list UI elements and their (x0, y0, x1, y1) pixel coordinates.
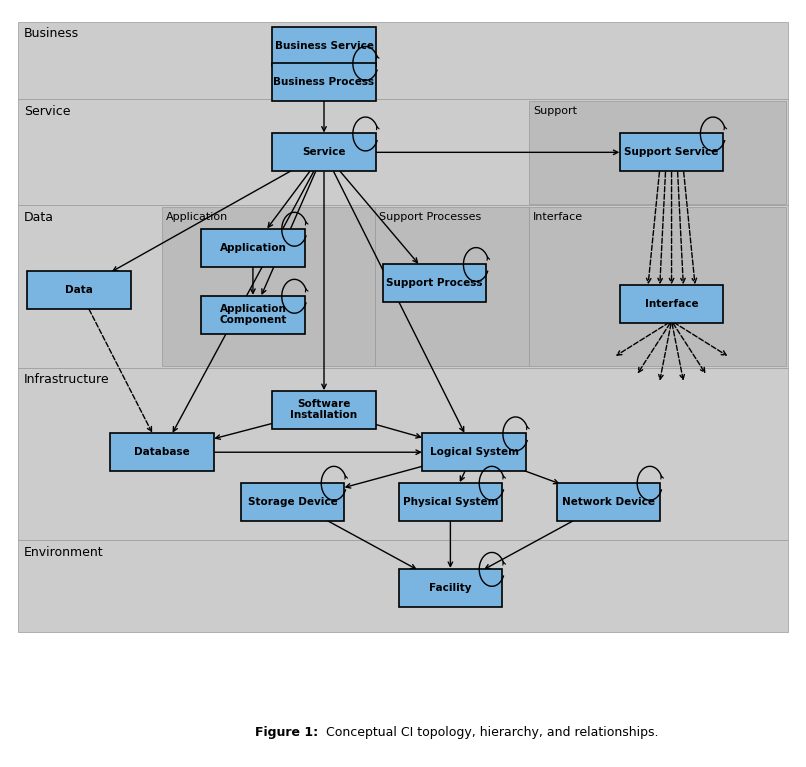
Text: Interface: Interface (534, 212, 584, 222)
Text: Support Service: Support Service (625, 147, 719, 157)
Text: Conceptual CI topology, hierarchy, and relationships.: Conceptual CI topology, hierarchy, and r… (322, 726, 659, 739)
Text: Service: Service (302, 147, 346, 157)
Text: Support: Support (534, 107, 577, 117)
Text: Application: Application (219, 242, 286, 252)
Bar (530, 206, 786, 366)
Bar (376, 206, 530, 366)
Text: Infrastructure: Infrastructure (24, 374, 110, 387)
Text: Business Service: Business Service (275, 41, 373, 51)
FancyBboxPatch shape (272, 28, 376, 65)
Bar (530, 100, 786, 204)
FancyBboxPatch shape (27, 271, 131, 309)
Text: Facility: Facility (429, 583, 472, 593)
FancyBboxPatch shape (620, 133, 723, 171)
Text: Logical System: Logical System (430, 447, 518, 457)
FancyBboxPatch shape (620, 285, 723, 323)
Text: Storage Device: Storage Device (247, 496, 337, 507)
Bar (162, 206, 376, 366)
FancyBboxPatch shape (272, 391, 376, 429)
FancyBboxPatch shape (202, 229, 305, 267)
FancyBboxPatch shape (422, 433, 526, 471)
Bar (18, 206, 788, 367)
Text: Physical System: Physical System (403, 496, 498, 507)
Text: Application: Application (166, 212, 228, 222)
Text: Environment: Environment (24, 546, 103, 559)
Bar (18, 541, 788, 632)
Text: Support Processes: Support Processes (380, 212, 481, 222)
Text: Business Process: Business Process (273, 77, 375, 87)
FancyBboxPatch shape (272, 63, 376, 100)
Text: Figure 1:: Figure 1: (256, 726, 318, 739)
Text: Data: Data (65, 285, 93, 295)
FancyBboxPatch shape (202, 295, 305, 334)
FancyBboxPatch shape (110, 433, 214, 471)
Bar (18, 367, 788, 541)
Text: Support Process: Support Process (386, 278, 483, 288)
Text: Network Device: Network Device (562, 496, 654, 507)
FancyBboxPatch shape (399, 568, 502, 607)
Bar (18, 21, 788, 100)
Bar (18, 100, 788, 206)
FancyBboxPatch shape (557, 482, 660, 521)
FancyBboxPatch shape (272, 133, 376, 171)
Text: Application
Component: Application Component (219, 304, 287, 325)
FancyBboxPatch shape (241, 482, 344, 521)
Text: Service: Service (24, 105, 70, 118)
Text: Database: Database (135, 447, 190, 457)
Text: Interface: Interface (645, 299, 698, 309)
Text: Software
Installation: Software Installation (290, 400, 358, 420)
FancyBboxPatch shape (399, 482, 502, 521)
Text: Business: Business (24, 28, 79, 41)
Text: Data: Data (24, 211, 54, 224)
FancyBboxPatch shape (383, 264, 486, 302)
